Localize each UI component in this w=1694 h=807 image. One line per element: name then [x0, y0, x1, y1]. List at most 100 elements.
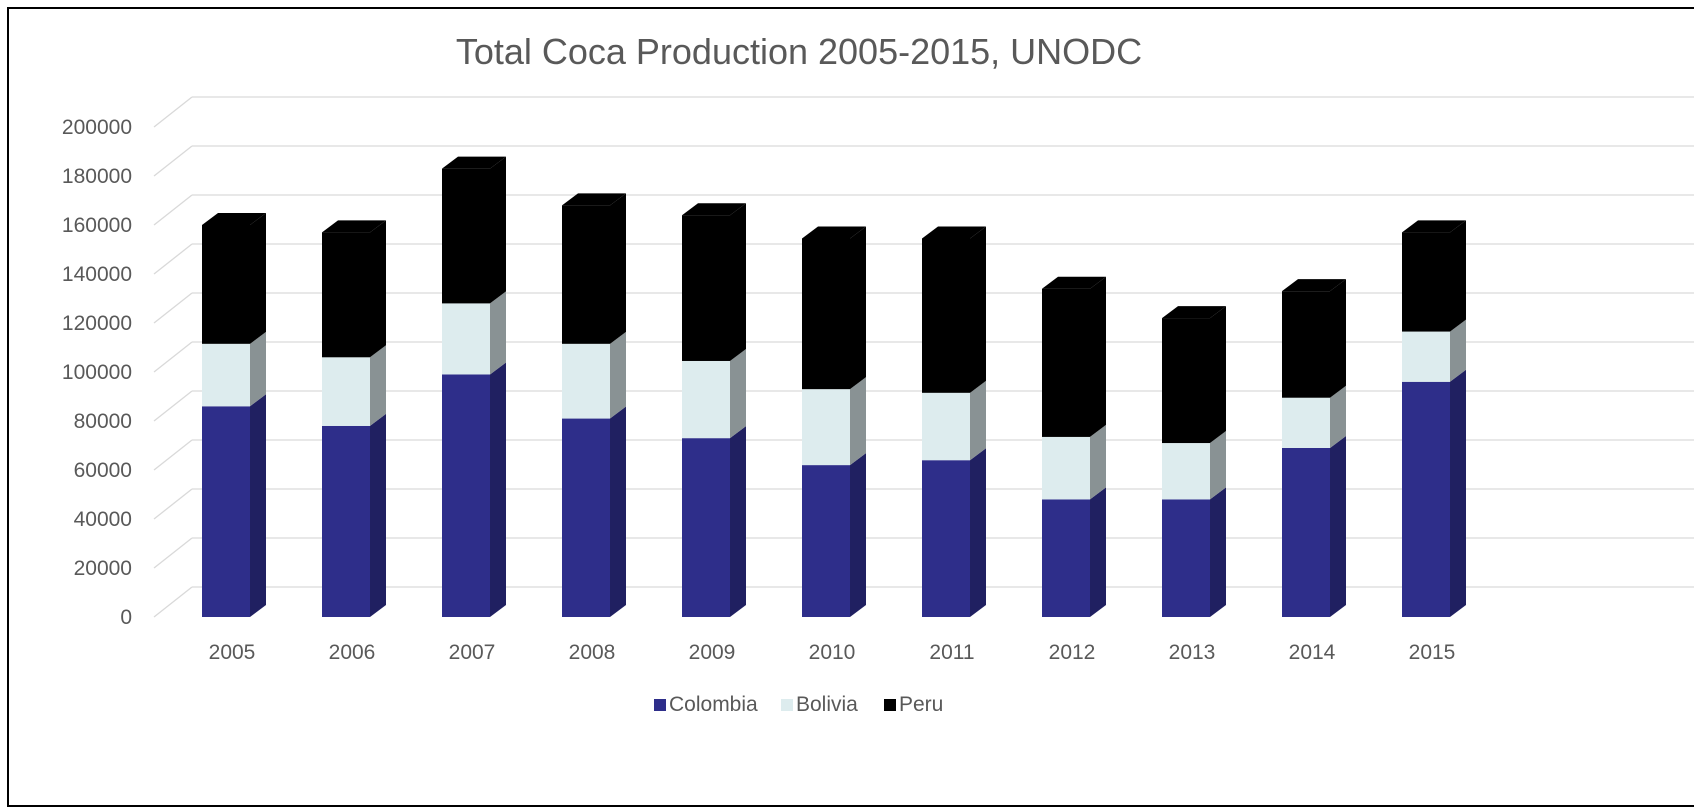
bar-colombia-2015 [1402, 381, 1450, 617]
bar-bolivia-2009-side [730, 348, 746, 439]
gridline-diagonal [153, 145, 193, 177]
bar-peru-2005 [202, 225, 250, 344]
bar-bolivia-2006-side [370, 345, 386, 426]
bar-peru-2008 [562, 205, 610, 344]
legend-item-colombia: Colombia [654, 693, 758, 716]
bar-peru-2014-side [1330, 279, 1346, 398]
bar-bolivia-2007-side [490, 291, 506, 375]
bar-column-2014 [1282, 279, 1346, 617]
bar-column-2006 [322, 220, 386, 617]
bar-peru-2013-side [1210, 306, 1226, 444]
x-tick-label: 2013 [1169, 641, 1216, 664]
bar-bolivia-2007 [442, 303, 490, 375]
gridline-diagonal [153, 341, 193, 373]
gridline-diagonal [153, 194, 193, 226]
gridline-diagonal [153, 439, 193, 471]
gridline-diagonal [153, 243, 193, 275]
gridline-diagonal [153, 537, 193, 569]
bar-bolivia-2013-side [1210, 431, 1226, 500]
bar-peru-2008-top [562, 193, 626, 206]
gridline-diagonal [153, 586, 193, 618]
y-tick-label: 40000 [74, 508, 132, 531]
bar-peru-2010-side [850, 226, 866, 390]
bar-colombia-2009 [682, 438, 730, 617]
bar-bolivia-2012-side [1090, 424, 1106, 500]
bar-bolivia-2014 [1282, 397, 1330, 448]
x-tick-label: 2009 [689, 641, 736, 664]
bar-peru-2007-top [442, 156, 506, 169]
bar-bolivia-2012 [1042, 436, 1090, 500]
bar-colombia-2010 [802, 465, 850, 617]
x-tick-label: 2010 [809, 641, 856, 664]
bar-peru-2007 [442, 168, 490, 304]
bar-peru-2015-side [1450, 220, 1466, 332]
bar-bolivia-2011 [922, 392, 970, 461]
bar-peru-2012 [1042, 288, 1090, 437]
legend-item-bolivia: Bolivia [781, 693, 858, 716]
bar-peru-2007-side [490, 156, 506, 304]
bar-bolivia-2005 [202, 343, 250, 407]
bar-column-2010 [802, 226, 866, 617]
bar-bolivia-2013 [1162, 443, 1210, 500]
bar-column-2009 [682, 203, 746, 617]
bar-bolivia-2008-side [610, 331, 626, 419]
bar-peru-2015 [1402, 232, 1450, 332]
bar-peru-2006 [322, 232, 370, 358]
bar-colombia-2013 [1162, 499, 1210, 617]
bar-colombia-2010-side [850, 453, 866, 617]
bar-colombia-2013-side [1210, 487, 1226, 617]
bar-colombia-2005 [202, 406, 250, 617]
bar-column-2011 [922, 226, 986, 617]
legend-label: Peru [899, 693, 943, 716]
bar-peru-2011-top [922, 226, 986, 239]
bar-bolivia-2015-side [1450, 319, 1466, 382]
bar-colombia-2011-side [970, 448, 986, 617]
x-tick-label: 2007 [449, 641, 496, 664]
bar-peru-2014-top [1282, 279, 1346, 292]
gridline-diagonal [153, 488, 193, 520]
bar-bolivia-2010 [802, 389, 850, 466]
bar-colombia-2012 [1042, 499, 1090, 617]
y-tick-label: 0 [120, 606, 132, 629]
x-axis: 2005 2006 2007 2008 2009 2010 2011 2012 2013 2014… [209, 641, 1456, 664]
gridline-diagonal [153, 390, 193, 422]
y-tick-label: 160000 [62, 214, 132, 237]
bar-peru-2013 [1162, 318, 1210, 444]
bar-peru-2015-top [1402, 220, 1466, 233]
bar-colombia-2008 [562, 418, 610, 617]
chart-frame: Total Coca Production 2005-2015, UNODC 0… [7, 7, 1694, 807]
bar-column-2013 [1162, 306, 1226, 617]
bar-peru-2012-top [1042, 276, 1106, 289]
bar-colombia-2007-side [490, 362, 506, 617]
bar-bolivia-2015 [1402, 331, 1450, 382]
bar-peru-2011 [922, 238, 970, 393]
x-tick-label: 2015 [1409, 641, 1456, 664]
bar-peru-2014 [1282, 291, 1330, 398]
bar-peru-2012-side [1090, 276, 1106, 437]
bar-colombia-2011 [922, 460, 970, 617]
bar-colombia-2005-side [250, 394, 266, 617]
y-tick-label: 180000 [62, 165, 132, 188]
x-tick-label: 2006 [329, 641, 376, 664]
bar-peru-2008-side [610, 193, 626, 344]
legend-swatch [884, 699, 896, 711]
bar-peru-2009-top [682, 203, 746, 216]
bar-bolivia-2009 [682, 360, 730, 439]
bar-peru-2006-side [370, 220, 386, 358]
legend: Colombia Bolivia Peru [654, 693, 943, 716]
bar-peru-2006-top [322, 220, 386, 233]
x-tick-label: 2011 [929, 641, 974, 664]
bars [202, 156, 1466, 617]
y-tick-label: 20000 [74, 557, 132, 580]
bar-column-2015 [1402, 220, 1466, 617]
legend-label: Colombia [669, 693, 758, 716]
bar-column-2007 [442, 156, 506, 617]
bar-bolivia-2008 [562, 343, 610, 419]
y-tick-label: 200000 [62, 116, 132, 139]
bar-peru-2005-side [250, 213, 266, 344]
bar-colombia-2006-side [370, 413, 386, 617]
gridline-diagonal [153, 292, 193, 324]
bar-colombia-2012-side [1090, 487, 1106, 617]
y-tick-label: 60000 [74, 459, 132, 482]
bar-column-2008 [562, 193, 626, 617]
